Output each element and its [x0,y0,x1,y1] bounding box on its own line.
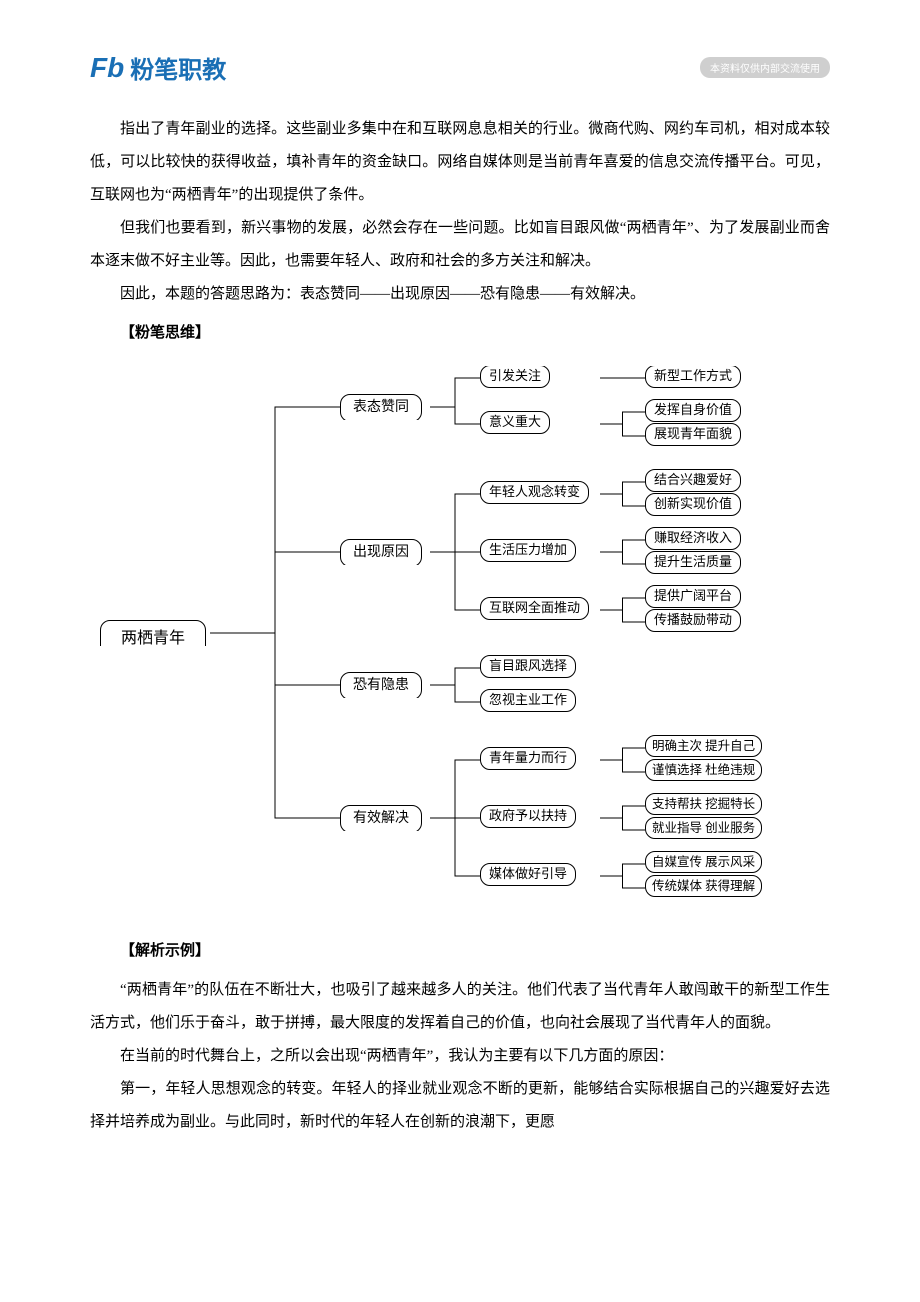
paragraph: 指出了青年副业的选择。这些副业多集中在和互联网息息相关的行业。微商代购、网约车司… [90,113,830,212]
mindmap-diagram: 两栖青年 表态赞同 引发关注 新型工作方式意义重大 发挥自身价值展现青年面貌出现原因 年轻… [90,366,830,915]
mindmap-leaf: 提升生活质量 [645,551,741,574]
section-label-thinking: 【粉笔思维】 [90,317,830,350]
mindmap-leaf: 创新实现价值 [645,493,741,516]
page-header: Fb 粉笔职教 本资料仅供内部交流使用 [90,50,830,85]
brand-logo: Fb 粉笔职教 [90,50,226,85]
mindmap-sub: 年轻人观念转变 [480,481,589,504]
mindmap-leaf: 就业指导 创业服务 [645,817,762,839]
mindmap-leaf: 谨慎选择 杜绝违规 [645,759,762,781]
paragraph: 第一，年轻人思想观念的转变。年轻人的择业就业观念不断的更新，能够结合实际根据自己… [90,1073,830,1139]
logo-text: 粉笔职教 [130,50,226,85]
text-top: 指出了青年副业的选择。这些副业多集中在和互联网息息相关的行业。微商代购、网约车司… [90,113,830,350]
text-bottom: 【解析示例】 “两栖青年”的队伍在不断壮大，也吸引了越来越多人的关注。他们代表了… [90,935,830,1139]
mindmap-sub: 忽视主业工作 [480,689,576,712]
mindmap-branch: 表态赞同 [340,394,422,420]
mindmap-sub: 媒体做好引导 [480,863,576,886]
mindmap-branch: 恐有隐患 [340,672,422,698]
mindmap-leaf: 赚取经济收入 [645,527,741,550]
mindmap-branch: 有效解决 [340,805,422,831]
paragraph: “两栖青年”的队伍在不断壮大，也吸引了越来越多人的关注。他们代表了当代青年人敢闯… [90,974,830,1040]
mindmap-root: 两栖青年 [100,620,206,646]
mindmap-branch: 出现原因 [340,539,422,565]
mindmap-leaf: 支持帮扶 挖掘特长 [645,793,762,815]
mindmap-sub: 互联网全面推动 [480,597,589,620]
mindmap-svg: 两栖青年 表态赞同 引发关注 新型工作方式意义重大 发挥自身价值展现青年面貌出现原因 年轻… [90,366,830,910]
mindmap-sub: 意义重大 [480,411,550,434]
section-label-example: 【解析示例】 [90,935,830,968]
paragraph: 但我们也要看到，新兴事物的发展，必然会存在一些问题。比如盲目跟风做“两栖青年”、… [90,212,830,278]
internal-badge: 本资料仅供内部交流使用 [700,57,830,78]
mindmap-leaf: 提供广阔平台 [645,585,741,608]
logo-icon: Fb [90,52,124,84]
mindmap-leaf: 传统媒体 获得理解 [645,875,762,897]
mindmap-leaf: 传播鼓励带动 [645,609,741,632]
mindmap-leaf: 自媒宣传 展示风采 [645,851,762,873]
mindmap-sub: 盲目跟风选择 [480,655,576,678]
mindmap-leaf: 展现青年面貌 [645,423,741,446]
page: Fb 粉笔职教 本资料仅供内部交流使用 指出了青年副业的选择。这些副业多集中在和… [0,0,920,1199]
paragraph: 因此，本题的答题思路为：表态赞同——出现原因——恐有隐患——有效解决。 [90,278,830,311]
mindmap-leaf: 结合兴趣爱好 [645,469,741,492]
mindmap-sub: 引发关注 [480,366,550,388]
mindmap-sub: 政府予以扶持 [480,805,576,828]
mindmap-leaf: 明确主次 提升自己 [645,735,762,757]
mindmap-leaf: 发挥自身价值 [645,399,741,422]
mindmap-sub: 生活压力增加 [480,539,576,562]
mindmap-leaf: 新型工作方式 [645,366,741,388]
mindmap-sub: 青年量力而行 [480,747,576,770]
paragraph: 在当前的时代舞台上，之所以会出现“两栖青年”，我认为主要有以下几方面的原因： [90,1040,830,1073]
